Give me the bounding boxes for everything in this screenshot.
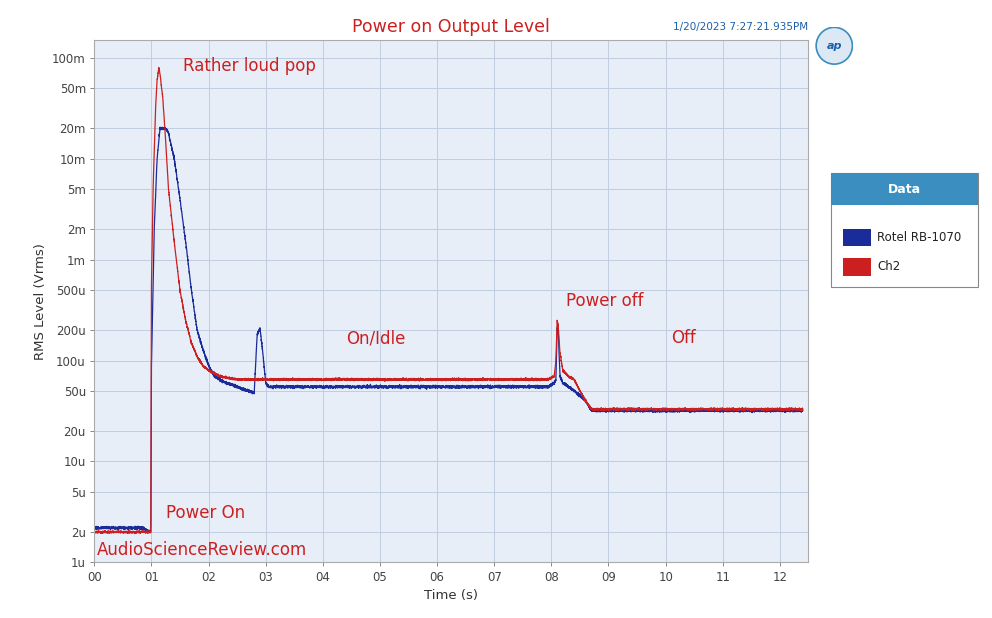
Text: Rather loud pop: Rather loud pop (183, 57, 315, 75)
Text: Power off: Power off (565, 292, 643, 310)
Rotel RB-1070 (652, 406, 664, 413)
Rotel RB-1070 (345, 383, 357, 391)
Line: Rotel RB-1070: Rotel RB-1070 (94, 127, 803, 533)
Title: Power on Output Level: Power on Output Level (352, 18, 551, 36)
Ch2 (124, 528, 136, 536)
Text: ap: ap (826, 41, 842, 51)
Ch2 (797, 405, 808, 413)
Rotel RB-1070 (157, 124, 169, 131)
Rotel RB-1070 (88, 523, 100, 530)
X-axis label: Time (s): Time (s) (425, 590, 478, 603)
Ch2 (153, 64, 165, 71)
Y-axis label: RMS Level (Vrms): RMS Level (Vrms) (34, 243, 47, 360)
Circle shape (816, 27, 852, 64)
Ch2 (539, 376, 551, 383)
Rotel RB-1070 (145, 529, 157, 536)
Rotel RB-1070 (508, 383, 520, 391)
Text: Data: Data (888, 182, 922, 196)
Line: Ch2: Ch2 (94, 67, 803, 533)
Ch2 (129, 530, 141, 537)
Rotel RB-1070 (539, 383, 551, 390)
Rotel RB-1070 (124, 523, 136, 531)
Text: Power On: Power On (166, 504, 245, 522)
Ch2 (508, 376, 520, 384)
Text: Ch2: Ch2 (877, 260, 900, 274)
Text: Off: Off (672, 329, 696, 347)
Rotel RB-1070 (614, 408, 626, 415)
Rotel RB-1070 (797, 407, 808, 414)
Text: AudioScienceReview.com: AudioScienceReview.com (97, 541, 308, 559)
Ch2 (614, 405, 626, 412)
Text: 1/20/2023 7:27:21.935PM: 1/20/2023 7:27:21.935PM (674, 22, 808, 32)
Ch2 (652, 405, 664, 413)
Ch2 (88, 528, 100, 535)
Text: On/Idle: On/Idle (345, 329, 405, 347)
Ch2 (345, 376, 357, 384)
Text: Rotel RB-1070: Rotel RB-1070 (877, 231, 961, 244)
